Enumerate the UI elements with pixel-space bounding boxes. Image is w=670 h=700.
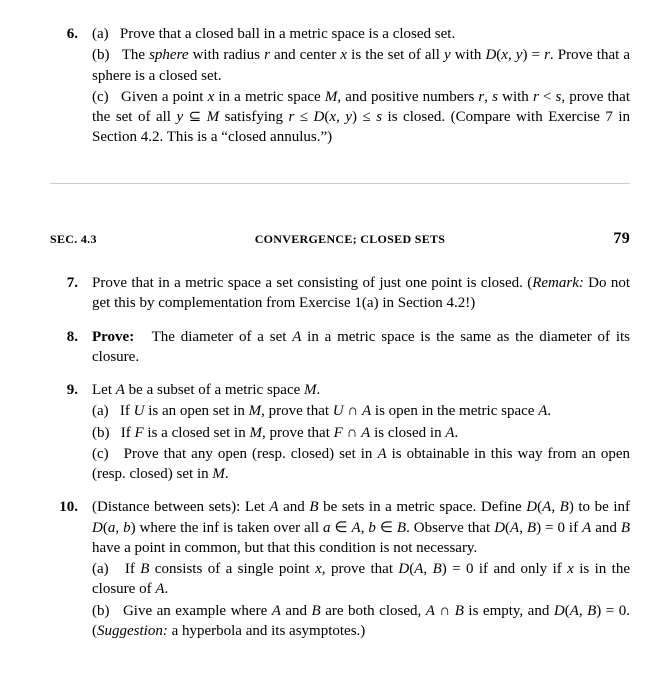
problem-number: 9.: [50, 380, 92, 485]
page-divider: [50, 183, 630, 184]
section-header: SEC. 4.3 CONVERGENCE; CLOSED SETS 79: [50, 228, 630, 250]
problem-part: (b) If F is a closed set in M, prove tha…: [92, 423, 630, 443]
problem: 8.Prove: The diameter of a set A in a me…: [50, 327, 630, 369]
problem-part: (b) Give an example where A and B are bo…: [92, 601, 630, 642]
problem-body: Let A be a subset of a metric space M.(a…: [92, 380, 630, 485]
problem: 7.Prove that in a metric space a set con…: [50, 273, 630, 315]
problem: 9.Let A be a subset of a metric space M.…: [50, 380, 630, 485]
problem: 6.(a) Prove that a closed ball in a metr…: [50, 24, 630, 149]
problem-body: (a) Prove that a closed ball in a metric…: [92, 24, 630, 149]
problem-body: Prove: The diameter of a set A in a metr…: [92, 327, 630, 369]
problem-number: 10.: [50, 497, 92, 642]
problem-part: Let A be a subset of a metric space M.: [92, 380, 630, 400]
problem-part: (Distance between sets): Let A and B be …: [92, 497, 630, 558]
problem-number: 7.: [50, 273, 92, 315]
problem-part: Prove that in a metric space a set consi…: [92, 273, 630, 314]
problem-part: (b) The sphere with radius r and center …: [92, 45, 630, 86]
problem-part: (a) If U is an open set in M, prove that…: [92, 401, 630, 421]
problem-part: (a) Prove that a closed ball in a metric…: [92, 24, 630, 44]
problem: 10.(Distance between sets): Let A and B …: [50, 497, 630, 642]
problem-part: (a) If B consists of a single point x, p…: [92, 559, 630, 600]
problem-body: (Distance between sets): Let A and B be …: [92, 497, 630, 642]
problem-body: Prove that in a metric space a set consi…: [92, 273, 630, 315]
problem-number: 8.: [50, 327, 92, 369]
section-page-num: 79: [590, 228, 630, 250]
problem-part: (c) Prove that any open (resp. closed) s…: [92, 444, 630, 485]
section-center: CONVERGENCE; CLOSED SETS: [110, 231, 590, 247]
problem-part: (c) Given a point x in a metric space M,…: [92, 87, 630, 148]
top-problems: 6.(a) Prove that a closed ball in a metr…: [50, 24, 630, 149]
problem-part: Prove: The diameter of a set A in a metr…: [92, 327, 630, 368]
section-left: SEC. 4.3: [50, 231, 110, 247]
bottom-problems: 7.Prove that in a metric space a set con…: [50, 273, 630, 642]
problem-number: 6.: [50, 24, 92, 149]
